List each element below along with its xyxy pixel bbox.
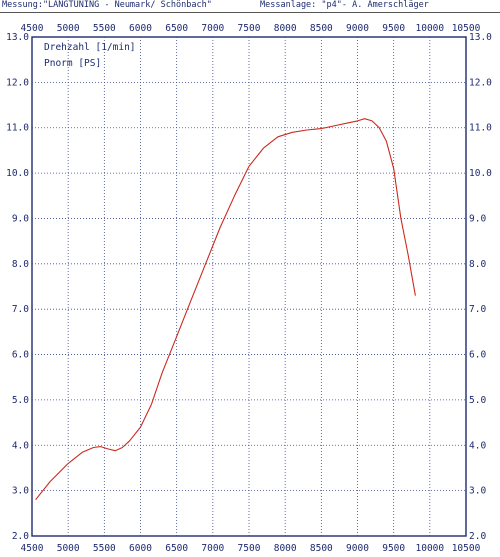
x-tick-label-top: 10500	[452, 23, 481, 34]
x-tick-label-top: 4500	[21, 23, 44, 34]
x-tick-label-bottom: 7500	[238, 543, 261, 554]
x-tick-label-bottom: 9000	[346, 543, 369, 554]
y-tick-label-right: 4.0	[469, 440, 486, 451]
y-tick-label-right: 5.0	[469, 395, 486, 406]
x-tick-label-bottom: 8500	[310, 543, 333, 554]
y-tick-label-left: 5.0	[12, 395, 29, 406]
x-tick-label-top: 6500	[165, 23, 188, 34]
y-tick-label-right: 7.0	[469, 304, 486, 315]
y-tick-label-left: 6.0	[12, 350, 29, 361]
series-line-pnorm	[35, 118, 416, 501]
x-tick-label-bottom: 7000	[201, 543, 224, 554]
x-tick-label-top: 7500	[238, 23, 261, 34]
header-bar: Messung:"LANGTUNING - Neumark/ Schönbach…	[0, 0, 500, 12]
y-tick-label-right: 9.0	[469, 213, 486, 224]
y-tick-label-right: 13.0	[469, 32, 492, 43]
x-tick-label-bottom: 5000	[57, 543, 80, 554]
header-divider	[0, 12, 500, 13]
y-tick-label-left: 2.0	[12, 531, 29, 542]
x-tick-label-top: 8500	[310, 23, 333, 34]
x-tick-label-bottom: 5500	[93, 543, 116, 554]
y-tick-label-left: 3.0	[12, 486, 29, 497]
y-tick-label-right: 12.0	[469, 77, 492, 88]
x-tick-label-bottom: 6500	[165, 543, 188, 554]
x-tick-label-top: 9000	[346, 23, 369, 34]
x-tick-label-top: 6000	[129, 23, 152, 34]
y-tick-label-left: 11.0	[6, 123, 29, 134]
x-tick-label-top: 8000	[274, 23, 297, 34]
x-tick-label-top: 7000	[201, 23, 224, 34]
x-tick-label-bottom: 6000	[129, 543, 152, 554]
y-tick-label-right: 11.0	[469, 123, 492, 134]
legend-entry: Drehzahl [1/min]	[44, 42, 136, 53]
x-tick-label-top: 9500	[382, 23, 405, 34]
y-tick-label-right: 2.0	[469, 531, 486, 542]
legend-entry: Pnorm [PS]	[44, 58, 101, 69]
y-tick-label-left: 8.0	[12, 259, 29, 270]
x-tick-label-top: 5500	[93, 23, 116, 34]
y-tick-label-left: 10.0	[6, 168, 29, 179]
y-tick-label-left: 7.0	[12, 304, 29, 315]
y-tick-label-left: 9.0	[12, 213, 29, 224]
x-tick-label-bottom: 10500	[452, 543, 481, 554]
y-tick-label-left: 4.0	[12, 440, 29, 451]
y-tick-label-right: 10.0	[469, 168, 492, 179]
y-tick-label-right: 3.0	[469, 486, 486, 497]
x-tick-label-bottom: 8000	[274, 543, 297, 554]
x-tick-label-bottom: 10000	[416, 543, 445, 554]
measurement-label: Messung:"LANGTUNING - Neumark/ Schönbach…	[2, 0, 212, 10]
y-tick-label-left: 12.0	[6, 77, 29, 88]
x-tick-label-bottom: 4500	[21, 543, 44, 554]
y-tick-label-right: 6.0	[469, 350, 486, 361]
y-tick-label-right: 8.0	[469, 259, 486, 270]
y-tick-label-left: 13.0	[6, 32, 29, 43]
x-tick-label-top: 5000	[57, 23, 80, 34]
x-tick-label-top: 10000	[416, 23, 445, 34]
rig-label: Messanlage: "p4"- A. Amerschläger	[260, 0, 429, 10]
x-tick-label-bottom: 9500	[382, 543, 405, 554]
